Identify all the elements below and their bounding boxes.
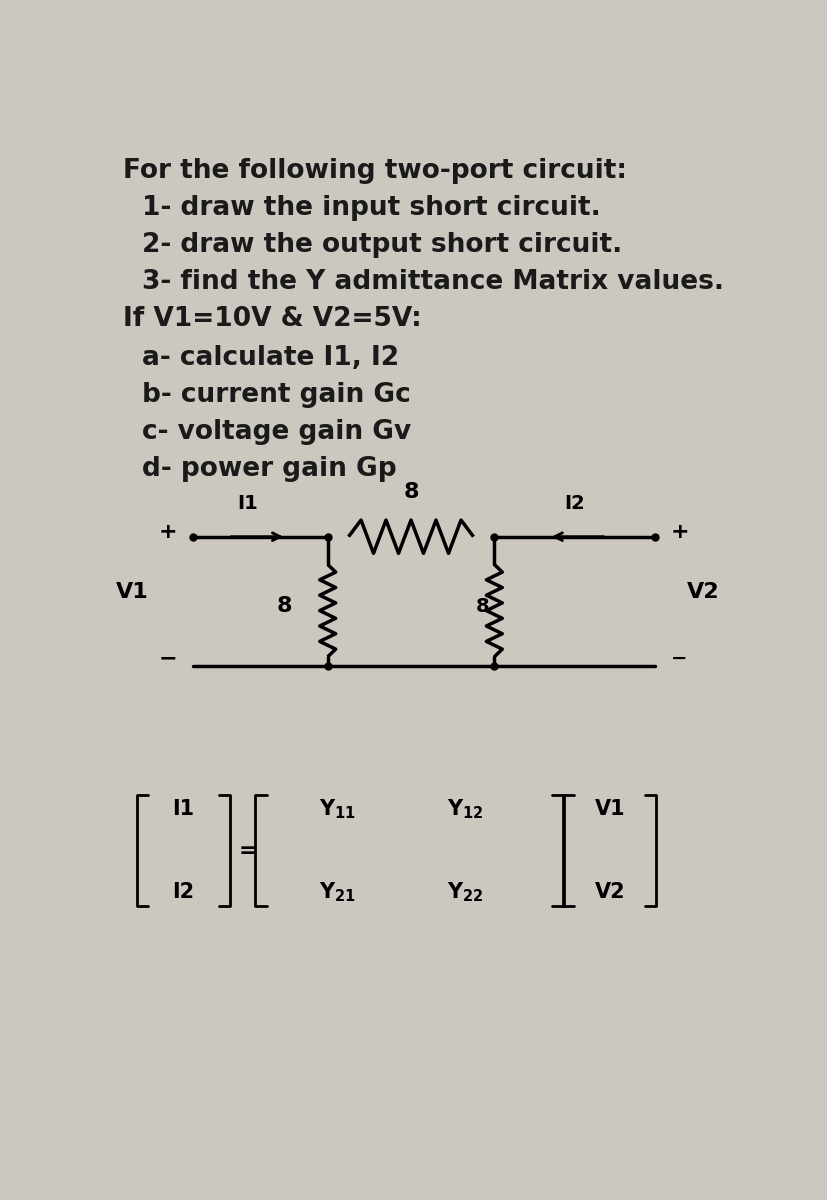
Text: 2- draw the output short circuit.: 2- draw the output short circuit. xyxy=(142,232,622,258)
Text: −: − xyxy=(159,649,177,668)
Text: −: − xyxy=(671,649,687,668)
Text: V1: V1 xyxy=(116,582,148,602)
Text: b- current gain Gc: b- current gain Gc xyxy=(142,383,410,408)
Text: a- calculate I1, I2: a- calculate I1, I2 xyxy=(142,346,399,372)
Text: I2: I2 xyxy=(564,493,585,512)
Text: 8: 8 xyxy=(404,481,418,502)
Text: V2: V2 xyxy=(686,582,719,602)
Text: I1: I1 xyxy=(172,799,194,820)
Text: V1: V1 xyxy=(595,799,625,820)
Text: V2: V2 xyxy=(595,882,625,902)
Text: =: = xyxy=(238,841,257,860)
Text: $\mathbf{Y_{12}}$: $\mathbf{Y_{12}}$ xyxy=(447,798,484,821)
Text: c- voltage gain Gv: c- voltage gain Gv xyxy=(142,419,411,445)
Text: +: + xyxy=(159,522,177,542)
Text: $\mathbf{Y_{21}}$: $\mathbf{Y_{21}}$ xyxy=(319,881,356,905)
Text: 1- draw the input short circuit.: 1- draw the input short circuit. xyxy=(142,194,600,221)
Text: $\mathbf{Y_{11}}$: $\mathbf{Y_{11}}$ xyxy=(319,798,356,821)
Text: +: + xyxy=(671,522,689,542)
Text: $\mathbf{Y_{22}}$: $\mathbf{Y_{22}}$ xyxy=(447,881,484,905)
Text: 8: 8 xyxy=(277,596,293,616)
Text: d- power gain Gp: d- power gain Gp xyxy=(142,456,396,482)
Text: 8: 8 xyxy=(476,596,490,616)
Text: If V1=10V & V2=5V:: If V1=10V & V2=5V: xyxy=(122,306,421,331)
Text: I1: I1 xyxy=(237,493,258,512)
Text: For the following two-port circuit:: For the following two-port circuit: xyxy=(122,158,627,184)
Text: 3- find the Y admittance Matrix values.: 3- find the Y admittance Matrix values. xyxy=(142,269,724,295)
Text: I2: I2 xyxy=(172,882,194,902)
